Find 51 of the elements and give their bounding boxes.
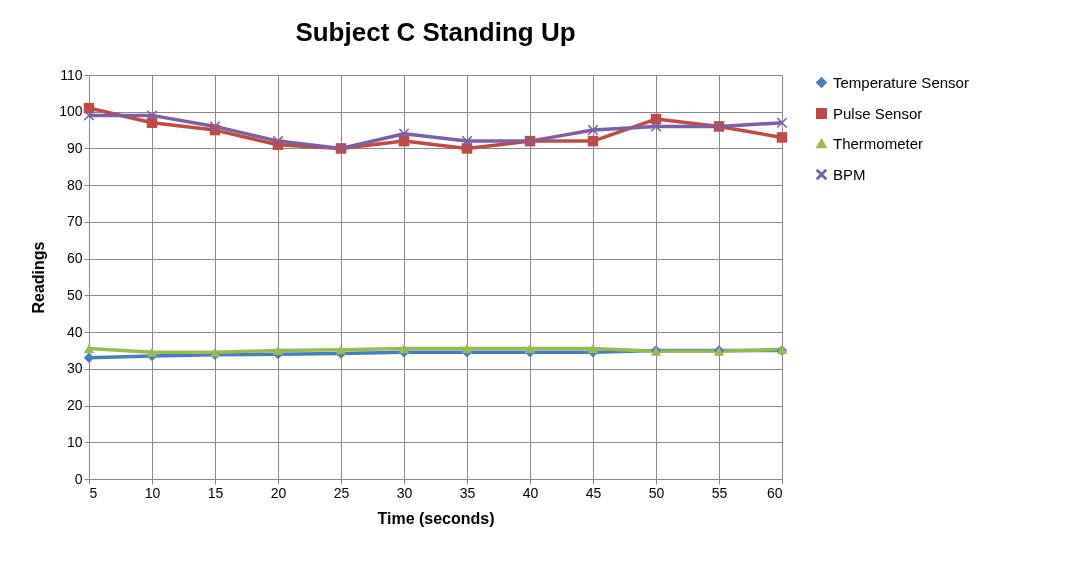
legend-label: BPM — [833, 165, 866, 183]
x-tick-label: 50 — [648, 484, 665, 501]
y-tick-label: 110 — [60, 66, 83, 83]
point — [272, 135, 284, 147]
legend-label: Thermometer — [833, 134, 924, 152]
y-axis-title: Readings — [30, 241, 48, 314]
x-tick-label: 10 — [144, 484, 161, 501]
point — [776, 117, 788, 128]
y-tick-label: 0 — [74, 470, 83, 487]
point — [146, 110, 158, 121]
point — [524, 344, 536, 354]
point — [83, 344, 95, 354]
point — [650, 121, 662, 132]
point — [398, 128, 410, 140]
point — [776, 132, 788, 143]
x-tick-label: 35 — [459, 484, 476, 501]
point — [209, 347, 221, 357]
point — [83, 110, 95, 121]
x-tick-label: 5 — [89, 484, 98, 501]
point — [587, 344, 599, 354]
x-tick-label: 15 — [207, 484, 224, 501]
point — [461, 344, 473, 354]
y-tick-label: 40 — [66, 323, 83, 340]
x-tick-label: 20 — [270, 484, 287, 501]
chart-title: Subject C Standing Up — [295, 17, 576, 47]
y-tick-label: 90 — [66, 139, 83, 156]
point — [209, 121, 221, 132]
point — [335, 345, 347, 355]
point — [272, 345, 284, 355]
x-tick-label: 55 — [711, 484, 728, 501]
y-tick-label: 10 — [66, 433, 83, 450]
legend-label: Pulse Sensor — [833, 104, 923, 122]
x-tick-label: 60 — [766, 484, 783, 501]
x-tick-label: 30 — [396, 484, 413, 501]
point — [587, 135, 599, 147]
point — [398, 344, 410, 354]
point — [587, 124, 599, 136]
point — [146, 347, 158, 357]
x-tick-label: 45 — [585, 484, 602, 501]
x-tick-label: 40 — [522, 484, 539, 501]
y-tick-label: 30 — [66, 360, 83, 377]
x-tick-label: 25 — [333, 484, 350, 501]
y-tick-label: 60 — [66, 250, 83, 267]
point — [461, 135, 473, 147]
y-tick-label: 50 — [66, 286, 83, 303]
y-tick-label: 70 — [66, 213, 83, 230]
x-axis-title: Time (seconds) — [377, 509, 495, 527]
y-tick-label: 80 — [66, 176, 83, 193]
y-tick-label: 20 — [66, 397, 83, 414]
legend-label: Temperature Sensor — [833, 73, 969, 91]
y-tick-label: 100 — [59, 103, 83, 120]
